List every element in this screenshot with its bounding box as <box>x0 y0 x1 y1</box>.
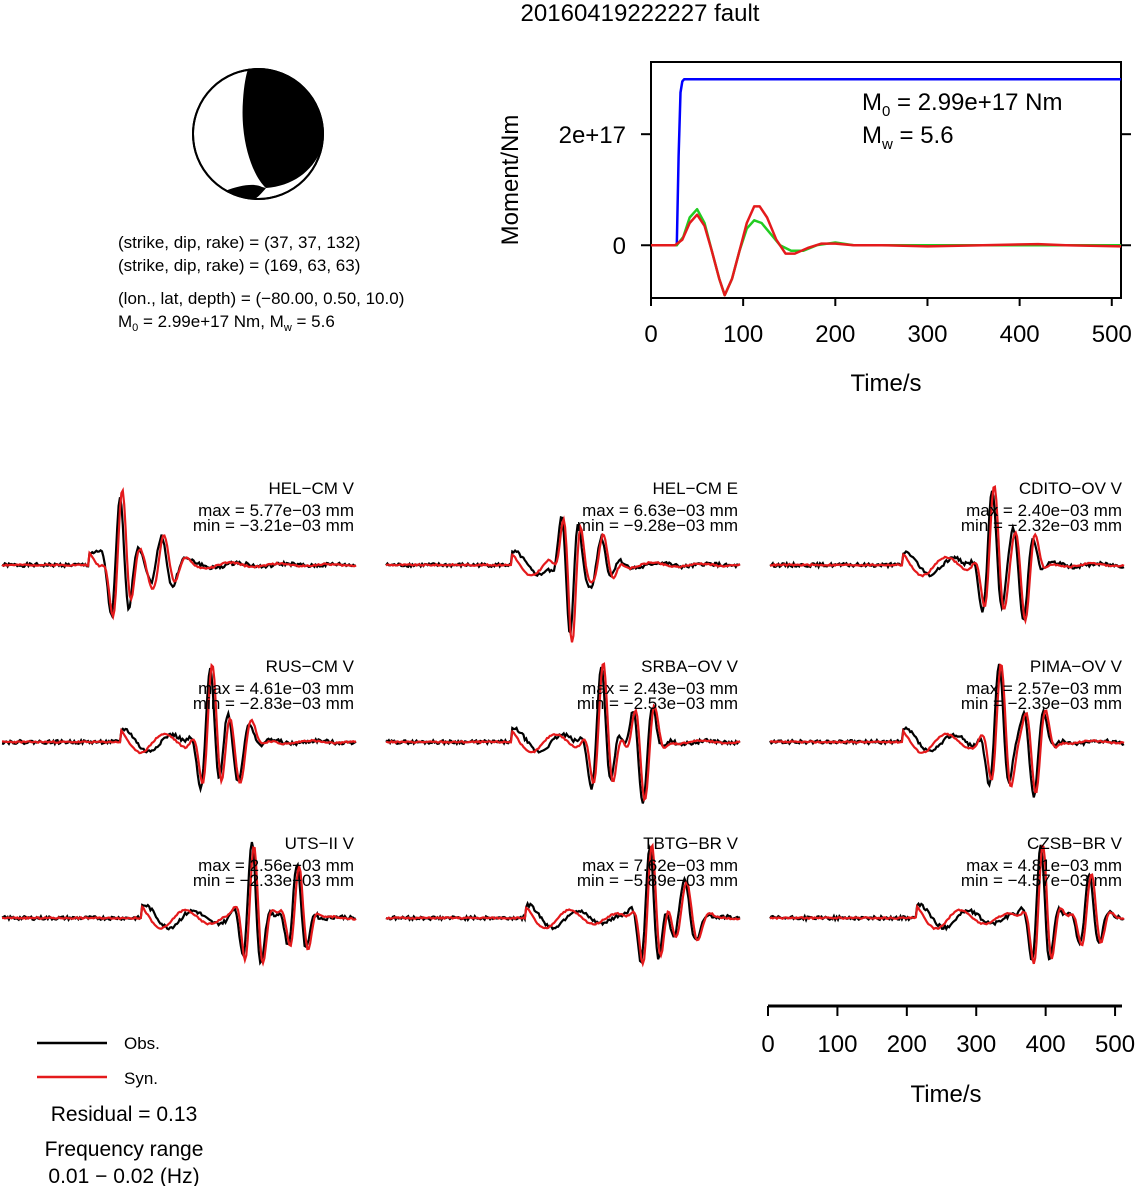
moment-series-2 <box>651 205 1122 297</box>
source-parameters: (strike, dip, rake) = (37, 37, 132) (str… <box>118 233 404 334</box>
station-name: CZSB−BR V <box>1027 834 1123 853</box>
moment-y-tick-label: 2e+17 <box>559 122 626 149</box>
station-min: min = −9.28e−03 mm <box>577 516 738 535</box>
station-name: SRBA−OV V <box>641 657 739 676</box>
station-name: HEL−CM E <box>653 479 739 498</box>
synthetic-trace <box>385 662 741 802</box>
seismogram-time-axis: 0 100 200 300 400 500 <box>761 1004 1135 1058</box>
station-min: min = −2.32e−03 mm <box>961 516 1122 535</box>
station-min: min = −2.83e−03 mm <box>193 694 354 713</box>
moment-mw-annotation: Mw = 5.6 <box>862 122 954 153</box>
moment-x-label: Time/s <box>850 370 921 397</box>
seismo-x-tick-label: 400 <box>1026 1031 1066 1058</box>
station-max: max = 5.77e−03 mm <box>198 501 354 520</box>
station-max: max = 2.43e−03 mm <box>582 679 738 698</box>
station-name: UTS−II V <box>285 834 355 853</box>
station-max: max = 7.62e−03 mm <box>582 856 738 875</box>
station-min: min = −2.33e−03 mm <box>193 871 354 890</box>
moment-m0-annotation: M0 = 2.99e+17 Nm <box>862 89 1062 120</box>
legend-obs-label: Obs. <box>124 1034 160 1053</box>
station-name: HEL−CM V <box>269 479 355 498</box>
moment-plot-frame <box>650 61 1122 299</box>
seismo-x-tick-label: 300 <box>956 1031 996 1058</box>
station-min: min = −5.89e−03 mm <box>577 871 738 890</box>
synthetic-trace <box>769 485 1125 625</box>
figure-title: 20160419222227 fault <box>521 0 760 27</box>
moment-x-tick-label: 100 <box>723 321 763 348</box>
synthetic-trace <box>385 515 741 643</box>
source-location: (lon., lat, depth) = (−80.00, 0.50, 10.0… <box>118 289 404 308</box>
nodal-plane-2: (strike, dip, rake) = (169, 63, 63) <box>118 256 360 275</box>
station-name: PIMA−OV V <box>1030 657 1123 676</box>
seismo-x-tick-label: 100 <box>817 1031 857 1058</box>
seismo-x-tick-label: 0 <box>761 1031 774 1058</box>
moment-rate-chart: 0 100 200 300 400 500 0 2e+17 Time/s Moment/Nm… <box>497 61 1132 397</box>
synthetic-trace <box>1 662 357 786</box>
synthetic-trace <box>769 663 1125 794</box>
station-name: TBTG−BR V <box>643 834 739 853</box>
station-max: max = 6.63e−03 mm <box>582 501 738 520</box>
moment-x-tick-label: 400 <box>1000 321 1040 348</box>
moment-x-tick-label: 300 <box>907 321 947 348</box>
legend-syn-label: Syn. <box>124 1069 158 1088</box>
moment-x-tick-label: 200 <box>815 321 855 348</box>
source-magnitude: M0 = 2.99e+17 Nm, Mw = 5.6 <box>118 312 335 334</box>
residual-label: Residual = 0.13 <box>51 1103 198 1126</box>
station-max: max = 2.56e−03 mm <box>198 856 354 875</box>
station-max: max = 4.81e−03 mm <box>966 856 1122 875</box>
station-max: max = 4.61e−03 mm <box>198 679 354 698</box>
moment-y-label: Moment/Nm <box>497 115 524 246</box>
synthetic-trace <box>769 844 1125 965</box>
seismo-x-tick-label: 200 <box>887 1031 927 1058</box>
legend: Obs. Syn. <box>37 1034 160 1088</box>
station-max: max = 2.57e−03 mm <box>966 679 1122 698</box>
moment-x-tick-label: 0 <box>644 321 657 348</box>
seismo-x-tick-label: 500 <box>1095 1031 1135 1058</box>
synthetic-trace <box>385 842 741 968</box>
station-min: min = −3.21e−03 mm <box>193 516 354 535</box>
synthetic-trace <box>1 487 357 621</box>
frequency-label: Frequency range <box>45 1138 204 1161</box>
station-min: min = −2.53e−03 mm <box>577 694 738 713</box>
focal-mechanism-beachball <box>192 68 324 200</box>
nodal-plane-1: (strike, dip, rake) = (37, 37, 132) <box>118 233 360 252</box>
seismo-x-label: Time/s <box>910 1081 981 1108</box>
moment-series-0 <box>651 77 1121 247</box>
station-name: CDITO−OV V <box>1019 479 1123 498</box>
synthetic-trace <box>1 846 357 967</box>
station-min: min = −4.57e−03 mm <box>961 871 1122 890</box>
station-max: max = 2.40e−03 mm <box>966 501 1122 520</box>
station-min: min = −2.39e−03 mm <box>961 694 1122 713</box>
moment-y-tick-label: 0 <box>613 233 626 260</box>
frequency-range: 0.01 − 0.02 (Hz) <box>48 1165 199 1186</box>
moment-x-tick-label: 500 <box>1092 321 1132 348</box>
station-name: RUS−CM V <box>266 657 355 676</box>
